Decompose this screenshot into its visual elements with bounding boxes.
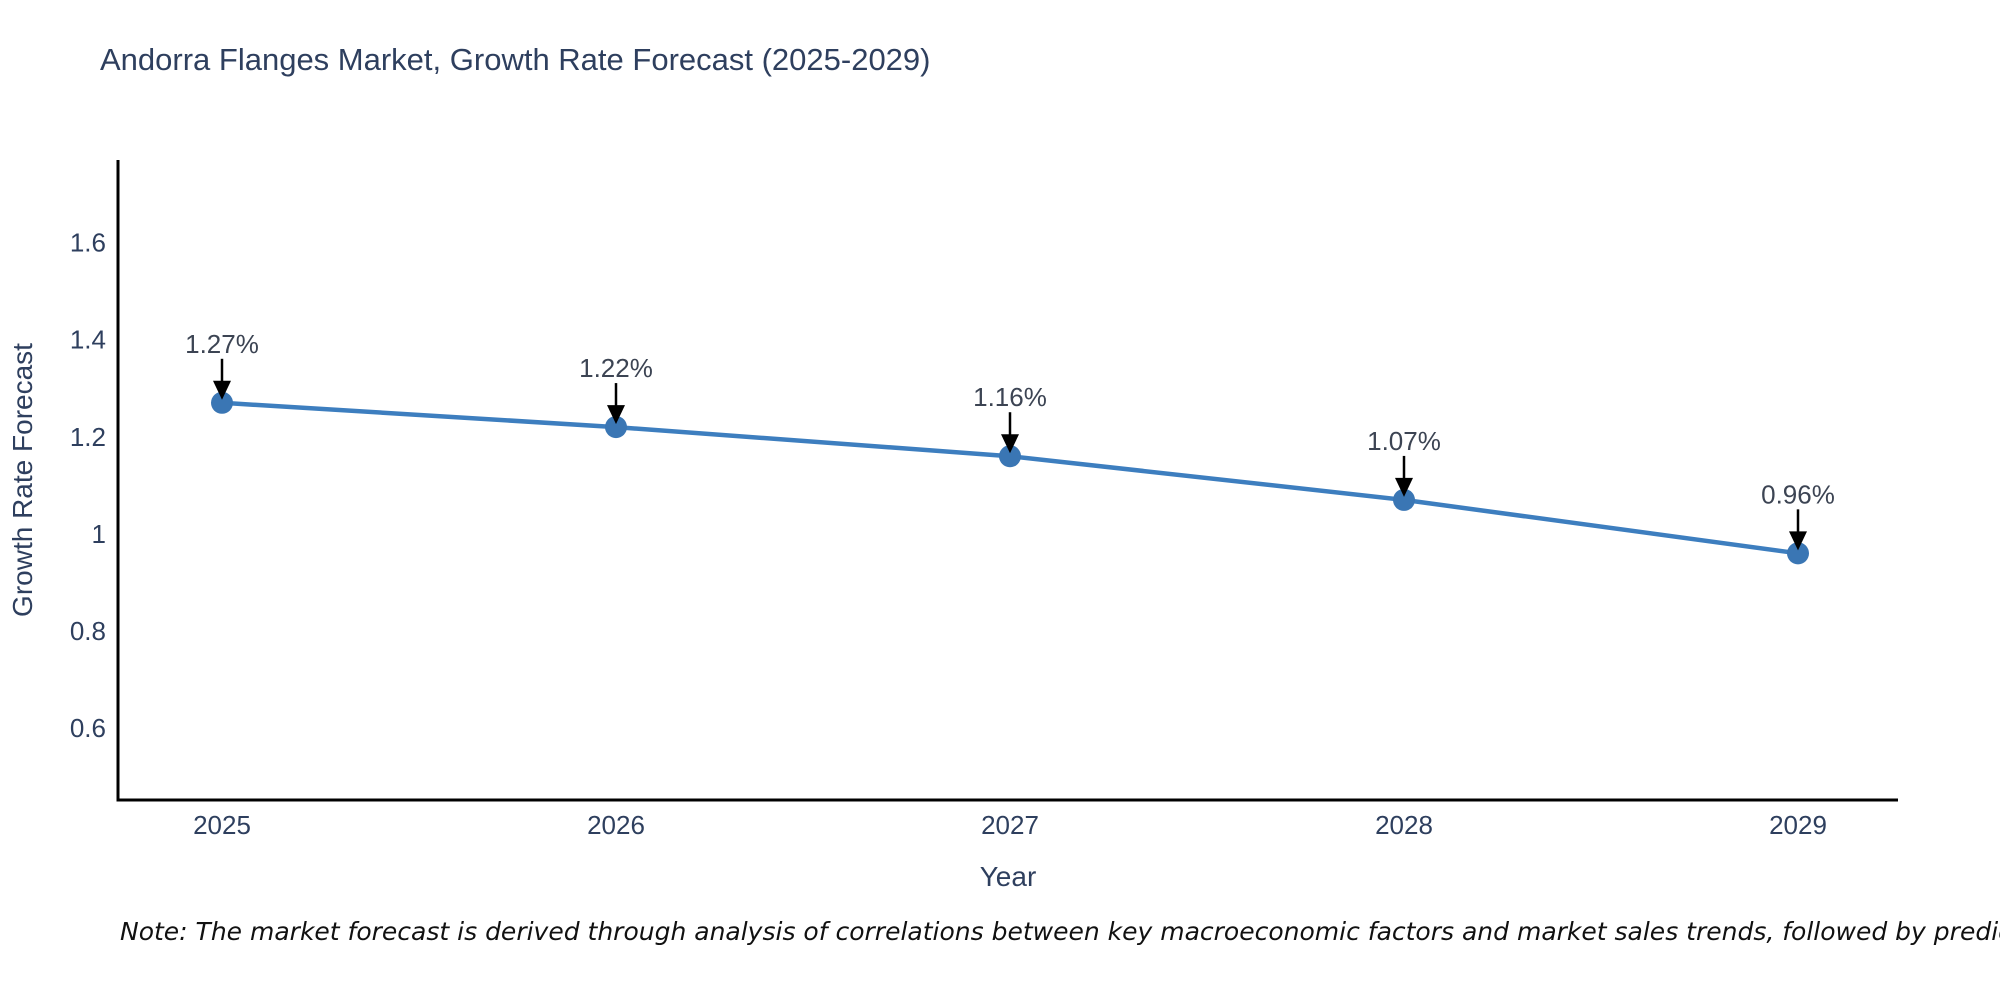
- y-tick-label: 1.4: [70, 325, 106, 355]
- x-tick-label: 2025: [193, 810, 251, 840]
- y-tick-label: 0.8: [70, 616, 106, 646]
- data-point-marker[interactable]: [211, 391, 233, 414]
- annotation-arrowhead-icon: [1395, 477, 1413, 497]
- y-axis-tick-labels: 0.6 0.8 1 1.2 1.4 1.6: [70, 228, 106, 744]
- data-point-marker[interactable]: [605, 416, 627, 439]
- data-point-annotations: 1.27% 1.22% 1.16% 1.07% 0.96%: [185, 329, 1835, 551]
- data-point-marker[interactable]: [1787, 542, 1809, 565]
- annotation-label: 1.07%: [1367, 426, 1441, 456]
- annotation-label: 1.22%: [579, 353, 653, 383]
- data-point-marker[interactable]: [1393, 488, 1415, 511]
- annotation-arrowhead-icon: [607, 405, 625, 425]
- series-markers: [211, 391, 1809, 565]
- y-tick-label: 1: [92, 519, 106, 549]
- annotation-label: 1.27%: [185, 329, 259, 359]
- annotation-arrowhead-icon: [1001, 434, 1019, 454]
- x-tick-label: 2027: [981, 810, 1039, 840]
- annotation-arrowhead-icon: [213, 380, 231, 400]
- footnote: Note: The market forecast is derived thr…: [120, 917, 2000, 946]
- annotation-label: 0.96%: [1761, 479, 1835, 509]
- x-tick-label: 2028: [1375, 810, 1433, 840]
- data-point-marker[interactable]: [999, 445, 1021, 468]
- y-axis-title: Growth Rate Forecast: [7, 343, 38, 617]
- y-tick-label: 1.6: [70, 228, 106, 258]
- x-tick-label: 2029: [1769, 810, 1827, 840]
- y-tick-label: 0.6: [70, 713, 106, 743]
- chart-title: Andorra Flanges Market, Growth Rate Fore…: [100, 42, 931, 77]
- x-tick-label: 2026: [587, 810, 645, 840]
- y-tick-label: 1.2: [70, 422, 106, 452]
- annotation-label: 1.16%: [973, 382, 1047, 412]
- x-axis-tick-labels: 2025 2026 2027 2028 2029: [193, 810, 1827, 840]
- x-axis-title: Year: [980, 861, 1037, 892]
- annotation-arrowhead-icon: [1789, 531, 1807, 551]
